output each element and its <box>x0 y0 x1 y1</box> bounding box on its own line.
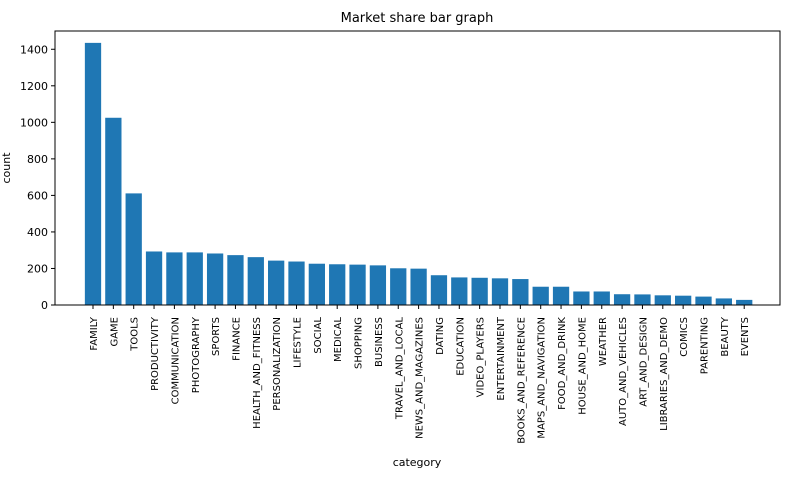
x-tick-label: ENTERTAINMENT <box>496 316 507 400</box>
bar <box>186 252 203 305</box>
x-tick-label: TRAVEL_AND_LOCAL <box>394 317 405 421</box>
x-tick-label: HOUSE_AND_HOME <box>577 317 588 415</box>
x-tick-label: TOOLS <box>130 317 141 352</box>
bar <box>715 298 732 305</box>
x-tick-label: ART_AND_DESIGN <box>638 317 649 407</box>
bar <box>125 193 142 305</box>
x-tick-label: NEWS_AND_MAGAZINES <box>415 317 426 439</box>
bar <box>736 299 753 305</box>
plot-frame <box>54 30 781 306</box>
bar <box>573 291 590 305</box>
x-tick-label: EDUCATION <box>455 317 466 376</box>
bar <box>145 251 163 305</box>
y-tick-label: 600 <box>27 189 48 202</box>
y-axis-label: count <box>0 152 13 184</box>
x-tick-label: DATING <box>435 317 446 355</box>
bar <box>227 255 244 305</box>
bar <box>349 264 366 305</box>
x-tick-label: FINANCE <box>231 317 242 361</box>
x-tick-label: SPORTS <box>211 317 222 356</box>
y-tick-label: 800 <box>27 153 48 166</box>
y-tick-label: 400 <box>27 226 48 239</box>
x-axis: FAMILY GAME TOOLS PRODUCTIVITY COMMUNICATION… <box>89 305 751 444</box>
bar <box>105 117 122 306</box>
x-tick-label: SOCIAL <box>313 317 324 354</box>
x-tick-label: PRODUCTIVITY <box>150 316 161 391</box>
y-tick-label: 1400 <box>20 43 48 56</box>
x-tick-label: FOOD_AND_DRINK <box>557 317 568 410</box>
bar <box>206 253 224 305</box>
bar <box>471 277 488 305</box>
x-tick-label: PHOTOGRAPHY <box>191 316 202 393</box>
y-tick-label: 200 <box>27 262 48 275</box>
bar <box>634 294 651 305</box>
bar <box>329 264 346 305</box>
bar <box>166 252 183 305</box>
chart-title: Market share bar graph <box>341 11 494 26</box>
x-tick-label: BOOKS_AND_REFERENCE <box>516 317 527 444</box>
bar <box>308 263 325 305</box>
bar <box>491 278 509 305</box>
bar <box>84 42 102 306</box>
x-tick-label: HEALTH_AND_FITNESS <box>252 317 263 429</box>
x-tick-label: WEATHER <box>598 317 609 366</box>
bar <box>593 291 610 305</box>
bar <box>390 268 407 305</box>
y-tick-label: 1200 <box>20 80 48 93</box>
bar <box>451 277 468 305</box>
x-tick-label: VIDEO_PLAYERS <box>476 317 487 397</box>
bar <box>430 275 448 305</box>
x-tick-label: AUTO_AND_VEHICLES <box>618 317 629 426</box>
x-tick-label: LIBRARIES_AND_DEMO <box>659 317 670 431</box>
y-tick-label: 1000 <box>20 116 48 129</box>
x-tick-label: FAMILY <box>89 316 100 350</box>
bar <box>654 295 671 305</box>
bar <box>288 261 305 305</box>
bar <box>247 257 264 305</box>
x-tick-label: BUSINESS <box>374 317 385 367</box>
bar <box>532 286 549 305</box>
bar <box>552 286 570 305</box>
y-tick-label: 0 <box>41 299 48 312</box>
x-tick-label: SHOPPING <box>354 317 365 369</box>
x-tick-label: MEDICAL <box>333 317 344 362</box>
x-tick-label: BEAUTY <box>720 316 731 356</box>
x-axis-label: category <box>393 456 442 469</box>
bars-group <box>84 42 753 306</box>
bar <box>675 295 692 305</box>
bar <box>512 279 529 305</box>
x-tick-label: PARENTING <box>700 317 711 374</box>
x-tick-label: LIFESTYLE <box>293 317 304 368</box>
bar <box>613 294 631 305</box>
x-tick-label: COMMUNICATION <box>170 317 181 404</box>
x-tick-label: EVENTS <box>740 317 751 356</box>
bar <box>268 260 285 305</box>
bar <box>695 296 712 305</box>
x-tick-label: MAPS_AND_NAVIGATION <box>537 317 548 439</box>
bar <box>369 265 387 305</box>
x-tick-label: COMICS <box>679 317 690 357</box>
bar <box>410 268 427 305</box>
y-axis: 0 200 400 600 800 1000 1200 1400 <box>20 43 55 312</box>
x-tick-label: PERSONALIZATION <box>272 317 283 411</box>
x-tick-label: GAME <box>109 317 120 347</box>
